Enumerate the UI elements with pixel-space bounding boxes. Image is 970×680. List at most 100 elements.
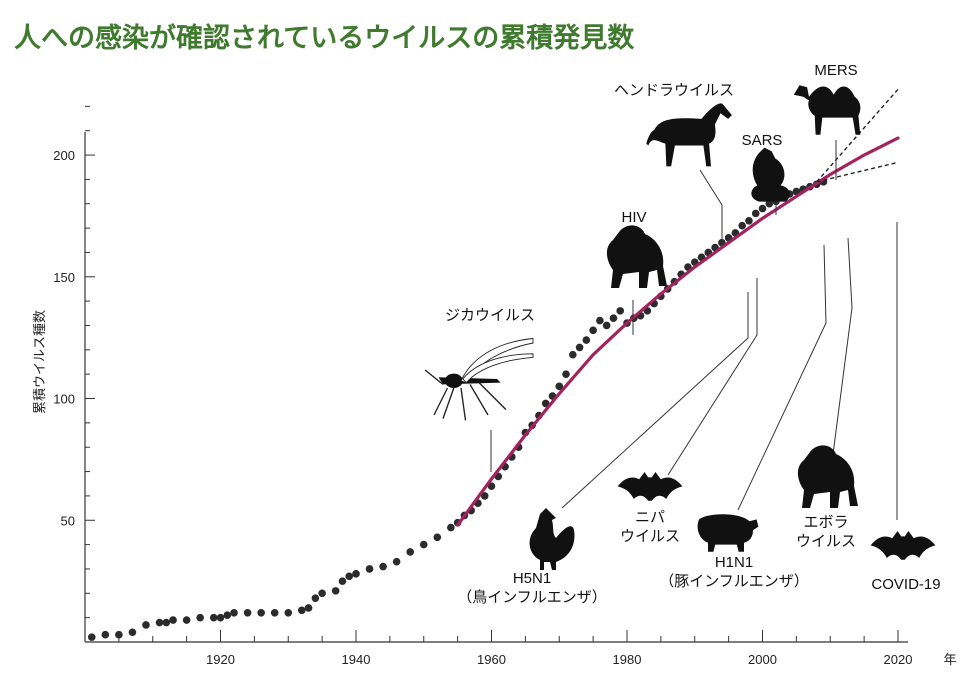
data-point <box>758 204 767 213</box>
trend-lines <box>456 88 900 527</box>
camel-icon <box>793 85 861 135</box>
data-point <box>318 589 326 598</box>
data-point <box>87 633 96 641</box>
data-point <box>379 562 387 571</box>
annotation-label: ジカウイルス <box>445 307 535 324</box>
data-point <box>352 570 360 578</box>
data-point <box>196 613 204 622</box>
leader-line <box>667 278 758 476</box>
data-point <box>406 548 415 556</box>
data-point <box>345 572 354 581</box>
y-tick-label: 200 <box>53 148 75 163</box>
data-point <box>182 616 191 624</box>
x-tick-label: 1960 <box>477 652 506 667</box>
data-point <box>230 608 238 617</box>
data-point <box>223 611 232 620</box>
data-point <box>751 209 760 218</box>
data-point <box>562 370 570 378</box>
leader-line <box>561 292 749 509</box>
x-tick-label: 2020 <box>884 652 913 667</box>
data-point <box>745 216 753 225</box>
data-point <box>392 557 401 566</box>
data-point <box>115 630 123 639</box>
annotation-label: COVID-19 <box>871 576 940 593</box>
annotation-label: （鳥インフルエンザ） <box>457 588 607 606</box>
annotation-label: ヘンドラウイルス <box>614 82 734 99</box>
data-point <box>738 221 746 230</box>
projection-lower-line <box>816 161 899 183</box>
axes: 50 100 150 200 1920 1940 1960 1980 2000 2020 年 累積ウイ… <box>32 105 957 668</box>
data-point <box>257 608 265 617</box>
data-point <box>338 577 347 585</box>
x-tick-label: 1920 <box>206 652 235 667</box>
data-point <box>602 321 611 330</box>
data-point <box>589 326 597 335</box>
chicken-icon <box>529 508 575 570</box>
annotation-label: エボラ <box>803 514 848 531</box>
x-tick-label: 1940 <box>342 652 371 667</box>
data-point <box>555 382 564 391</box>
data-point <box>155 618 164 627</box>
data-point <box>101 630 110 639</box>
leader-line <box>737 244 827 511</box>
data-point <box>304 604 313 612</box>
y-tick-label: 50 <box>61 513 75 528</box>
x-axis-label: 年 <box>943 653 956 668</box>
annotation-label: ウイルス <box>620 528 680 545</box>
data-point <box>616 307 625 315</box>
data-point <box>128 628 137 637</box>
data-point <box>142 621 150 629</box>
pig-icon <box>697 514 759 552</box>
animal-icons <box>424 85 936 570</box>
data-point <box>433 533 442 542</box>
data-point <box>311 594 320 602</box>
y-tick-label: 100 <box>53 392 75 407</box>
annotation-label: H1N1 <box>715 554 753 571</box>
leader-lines <box>490 140 898 520</box>
data-point <box>270 608 279 617</box>
annotation-labels: ジカウイルス HIV ヘンドラウイルス SARS MERS H5N1（鳥インフルエンザ） ニ… <box>445 62 941 606</box>
data-point <box>298 606 306 615</box>
chimp-icon <box>797 445 858 508</box>
data-point <box>596 316 604 325</box>
data-point <box>447 523 455 532</box>
annotation-label: MERS <box>814 62 857 79</box>
annotation-label: ニパ <box>635 509 665 526</box>
data-point <box>541 399 550 408</box>
data-point <box>582 336 591 344</box>
data-points <box>87 178 828 641</box>
annotation-label: ウイルス <box>796 533 856 550</box>
data-point <box>365 565 374 573</box>
data-point <box>765 199 774 208</box>
data-point <box>243 608 252 617</box>
data-point <box>419 540 428 549</box>
leader-line <box>831 237 853 463</box>
data-point <box>487 482 496 490</box>
data-point <box>216 613 225 622</box>
leader-line <box>699 169 723 245</box>
chimp-icon <box>606 225 667 288</box>
mosquito-icon <box>424 338 534 421</box>
annotation-label: SARS <box>742 132 783 149</box>
trend-line <box>456 136 900 527</box>
horse-icon <box>646 103 732 167</box>
annotation-label: H5N1 <box>513 570 551 587</box>
data-point <box>331 587 340 595</box>
civet-icon <box>751 147 790 202</box>
bat-icon <box>870 531 936 560</box>
y-axis-label: 累積ウイルス種数 <box>32 310 48 414</box>
data-point <box>162 618 171 627</box>
y-tick-label: 150 <box>53 270 75 285</box>
data-point <box>209 613 218 622</box>
annotation-label: （豚インフルエンザ） <box>659 573 809 590</box>
bat-icon <box>617 472 683 501</box>
data-point <box>569 350 577 359</box>
data-point <box>575 343 584 352</box>
x-tick-label: 1980 <box>613 652 642 667</box>
data-point <box>609 314 618 322</box>
data-point <box>480 492 489 500</box>
data-point <box>284 608 293 617</box>
data-point <box>169 616 177 624</box>
x-tick-label: 2000 <box>748 652 777 667</box>
